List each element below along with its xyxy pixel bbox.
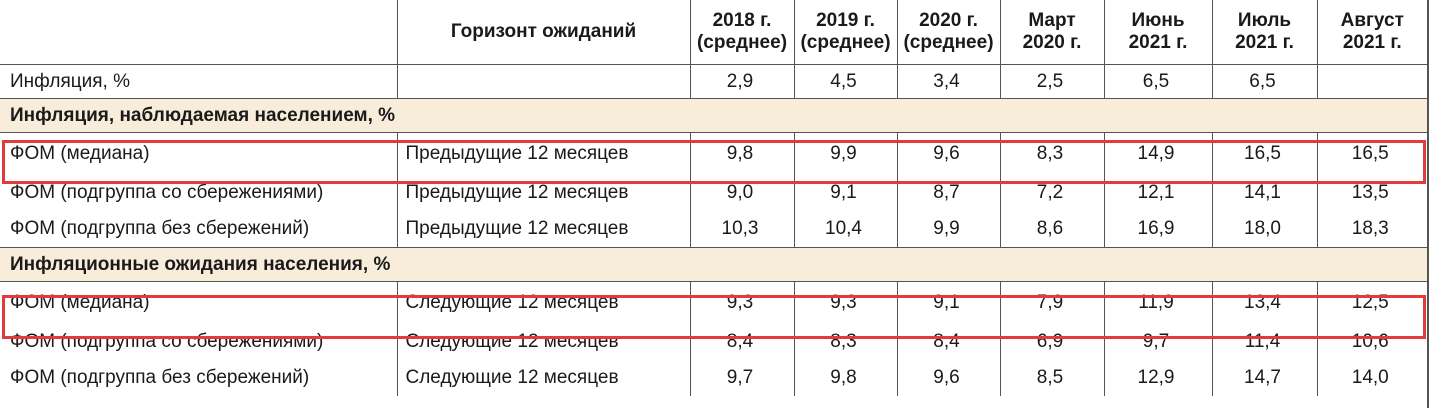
section-header-observed: Инфляция, наблюдаемая населением, % (0, 98, 1427, 133)
row-horizon: Следующие 12 месяцев (396, 281, 690, 324)
value-cell: 6,5 (1103, 64, 1212, 99)
value-cell: 8,6 (999, 211, 1104, 248)
value-cell: 4,5 (793, 64, 897, 99)
header-name (0, 0, 397, 65)
value-cell: 14,0 (1316, 360, 1427, 396)
value-cell: 8,3 (793, 324, 897, 360)
row-horizon: Предыдущие 12 месяцев (396, 211, 690, 248)
section-title: Инфляция, наблюдаемая населением, % (0, 98, 1427, 133)
table-right-border (1427, 0, 1429, 408)
value-cell: 16,9 (1103, 211, 1212, 248)
value-cell: 13,4 (1211, 281, 1317, 324)
value-cell: 9,0 (689, 175, 794, 211)
value-cell: 18,0 (1211, 211, 1317, 248)
table-row: ФОМ (подгруппа со сбережениями) Предыдущ… (0, 175, 1427, 211)
value-cell: 8,4 (689, 324, 794, 360)
value-cell: 8,7 (896, 175, 1000, 211)
row-horizon: Предыдущие 12 месяцев (396, 132, 690, 175)
value-cell: 9,1 (896, 281, 1000, 324)
value-cell: 18,3 (1316, 211, 1427, 248)
value-cell: 12,9 (1103, 360, 1212, 396)
header-period-2018: 2018 г. (среднее) (689, 0, 794, 65)
header-period-jul-2021: Июль 2021 г. (1211, 0, 1317, 65)
value-cell: 11,4 (1211, 324, 1317, 360)
value-cell: 14,9 (1103, 132, 1212, 175)
table-row: ФОМ (медиана) Следующие 12 месяцев 9,3 9… (0, 281, 1427, 324)
value-cell: 9,6 (896, 360, 1000, 396)
header-period-mar-2020: Март 2020 г. (999, 0, 1104, 65)
table-row: ФОМ (подгруппа без сбережений) Предыдущи… (0, 211, 1427, 248)
value-cell: 14,1 (1211, 175, 1317, 211)
inflation-table-container: Горизонт ожиданий 2018 г. (среднее) 2019 … (0, 0, 1427, 396)
value-cell: 6,9 (999, 324, 1104, 360)
value-cell: 12,1 (1103, 175, 1212, 211)
value-cell: 7,9 (999, 281, 1104, 324)
value-cell: 2,5 (999, 64, 1104, 99)
header-period-2020: 2020 г. (среднее) (896, 0, 1000, 65)
value-cell: 10,3 (689, 211, 794, 248)
row-label: ФОМ (подгруппа без сбережений) (10, 218, 310, 239)
value-cell: 8,3 (999, 132, 1104, 175)
header-period-jun-2021: Июнь 2021 г. (1103, 0, 1212, 65)
header-horizon: Горизонт ожиданий (396, 0, 690, 65)
section-title: Инфляционные ожидания населения, % (0, 247, 1427, 282)
value-cell: 16,5 (1211, 132, 1317, 175)
value-cell: 9,8 (689, 132, 794, 175)
row-horizon: Следующие 12 месяцев (396, 360, 690, 396)
value-cell: 10,4 (793, 211, 897, 248)
value-cell: 2,9 (689, 64, 794, 99)
value-cell: 9,9 (896, 211, 1000, 248)
table-row: ФОМ (подгруппа без сбережений) Следующие… (0, 360, 1427, 396)
row-horizon: Предыдущие 12 месяцев (396, 175, 690, 211)
header-row: Горизонт ожиданий 2018 г. (среднее) 2019 … (0, 0, 1427, 65)
table-row: ФОМ (медиана) Предыдущие 12 месяцев 9,8 … (0, 132, 1427, 175)
row-label: Инфляция, % (0, 64, 397, 99)
value-cell (1316, 64, 1427, 99)
value-cell: 7,2 (999, 175, 1104, 211)
row-label: ФОМ (медиана) (10, 292, 150, 313)
value-cell: 9,9 (793, 132, 897, 175)
value-cell: 13,5 (1316, 175, 1427, 211)
header-period-2019: 2019 г. (среднее) (793, 0, 897, 65)
value-cell: 8,5 (999, 360, 1104, 396)
row-horizon: Следующие 12 месяцев (396, 324, 690, 360)
value-cell: 3,4 (896, 64, 1000, 99)
row-horizon (396, 64, 690, 99)
row-label: ФОМ (медиана) (10, 143, 150, 164)
value-cell: 10,6 (1316, 324, 1427, 360)
row-label: ФОМ (подгруппа без сбережений) (10, 367, 310, 388)
value-cell: 9,3 (689, 281, 794, 324)
value-cell: 14,7 (1211, 360, 1317, 396)
value-cell: 9,6 (896, 132, 1000, 175)
value-cell: 9,1 (793, 175, 897, 211)
value-cell: 6,5 (1211, 64, 1317, 99)
value-cell: 12,5 (1316, 281, 1427, 324)
inflation-expectations-table: Горизонт ожиданий 2018 г. (среднее) 2019 … (0, 0, 1427, 396)
section-header-expectations: Инфляционные ожидания населения, % (0, 247, 1427, 282)
row-label: ФОМ (подгруппа со сбережениями) (10, 182, 324, 203)
value-cell: 16,5 (1316, 132, 1427, 175)
value-cell: 9,7 (1103, 324, 1212, 360)
header-period-aug-2021: Август 2021 г. (1316, 0, 1427, 65)
value-cell: 9,8 (793, 360, 897, 396)
value-cell: 9,7 (689, 360, 794, 396)
value-cell: 8,4 (896, 324, 1000, 360)
value-cell: 9,3 (793, 281, 897, 324)
inflation-row: Инфляция, % 2,9 4,5 3,4 2,5 6,5 6,5 (0, 64, 1427, 99)
value-cell: 11,9 (1103, 281, 1212, 324)
table-row: ФОМ (подгруппа со сбережениями) Следующи… (0, 324, 1427, 360)
row-label: ФОМ (подгруппа со сбережениями) (10, 331, 324, 352)
